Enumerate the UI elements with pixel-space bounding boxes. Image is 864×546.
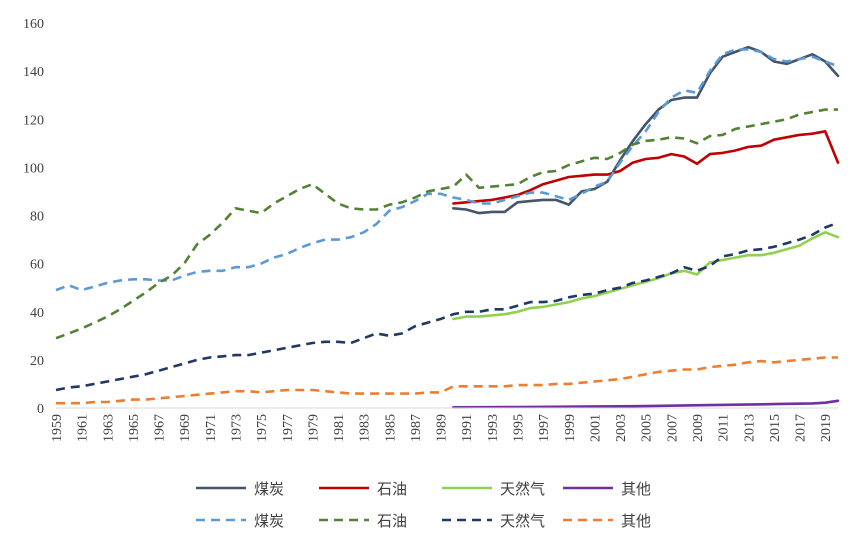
- legend-label: 天然气: [500, 512, 545, 530]
- x-tick-label: 2011: [717, 414, 732, 441]
- legend-label: 石油: [377, 512, 407, 530]
- legend-label: 其他: [621, 480, 651, 498]
- axes: 0 20 40 60 80 100 120 140 160 1959 1961 1963 1965 196…: [23, 17, 838, 442]
- x-tick-label: 2001: [588, 414, 603, 442]
- y-tick-label: 60: [30, 258, 44, 273]
- plot-area: [55, 45, 840, 409]
- y-tick-label: 120: [23, 113, 44, 128]
- y-tick-label: 40: [30, 306, 44, 321]
- x-tick-label: 1979: [306, 414, 321, 442]
- x-tick-label: 1969: [178, 414, 193, 442]
- series-line-3: [452, 399, 840, 409]
- x-tick-label: 1997: [537, 414, 552, 442]
- x-tick-label: 1973: [229, 414, 244, 442]
- x-tick-label: 2017: [794, 414, 809, 442]
- x-tick-label: 2005: [640, 414, 655, 442]
- legend-label: 其他: [621, 512, 651, 530]
- legend-label: 石油: [377, 480, 407, 498]
- y-tick-label: 160: [23, 17, 44, 32]
- y-tick-label: 100: [23, 161, 44, 176]
- y-tick-label: 80: [30, 210, 44, 225]
- x-tick-label: 1963: [101, 414, 116, 442]
- legend-label: 煤炭: [254, 512, 284, 530]
- x-tick-label: 1983: [358, 414, 373, 442]
- x-tick-label: 2009: [691, 414, 706, 442]
- x-tick-label: 1961: [76, 414, 91, 442]
- x-tick-label: 1991: [460, 414, 475, 442]
- y-tick-label: 20: [30, 354, 44, 369]
- x-tick-label: 1993: [486, 414, 501, 442]
- x-tick-label: 1989: [435, 414, 450, 442]
- y-tick-label: 140: [23, 65, 44, 80]
- series-line-4: [55, 48, 839, 292]
- x-tick-label: 1965: [127, 414, 142, 442]
- x-tick-label: 1987: [409, 414, 424, 442]
- x-tick-label: 1975: [255, 414, 270, 442]
- series-line-1: [452, 130, 840, 205]
- legend-label: 煤炭: [254, 480, 284, 498]
- x-tick-label: 2013: [742, 414, 757, 442]
- x-tick-label: 1999: [563, 414, 578, 442]
- y-tick-label: 0: [37, 402, 44, 417]
- x-tick-label: 1967: [153, 414, 168, 442]
- x-tick-label: 2003: [614, 414, 629, 442]
- x-tick-label: 1971: [204, 414, 219, 442]
- series-line-0: [452, 45, 840, 215]
- x-tick-label: 1995: [512, 414, 527, 442]
- x-tick-label: 2019: [819, 414, 834, 442]
- x-tick-label: 1977: [281, 414, 296, 442]
- series-line-5: [55, 108, 838, 340]
- x-tick-label: 2015: [768, 414, 783, 442]
- x-tick-label: 1959: [50, 414, 65, 442]
- x-tick-label: 1985: [383, 414, 398, 442]
- series-line-7: [56, 356, 838, 405]
- x-tick-label: 1981: [332, 414, 347, 442]
- series-line-2: [452, 231, 840, 321]
- x-tick-label: 2007: [665, 414, 680, 442]
- legend-label: 天然气: [500, 480, 545, 498]
